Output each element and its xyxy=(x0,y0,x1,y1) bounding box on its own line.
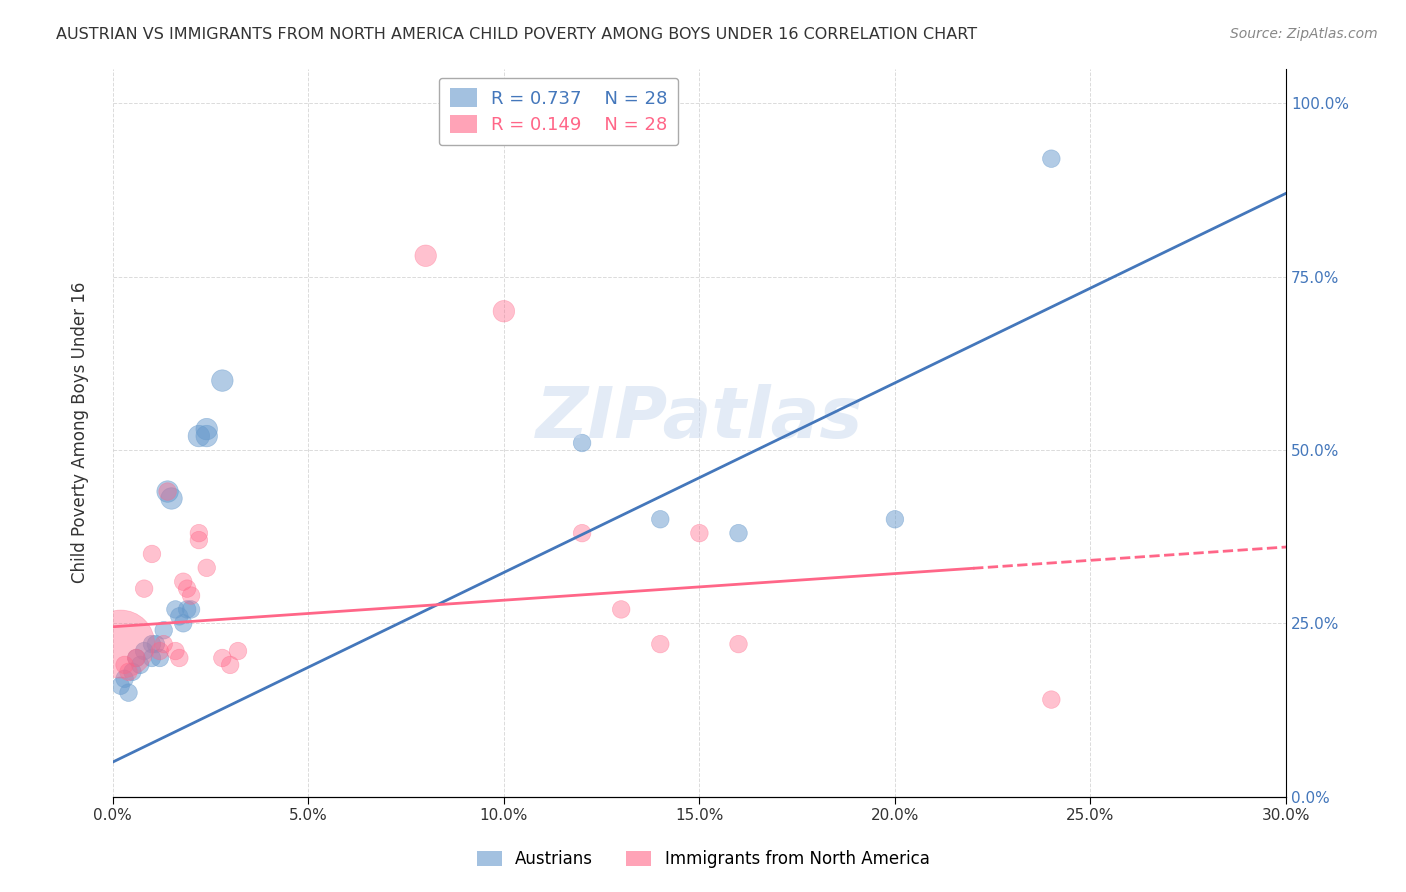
Point xyxy=(650,637,672,651)
Text: Source: ZipAtlas.com: Source: ZipAtlas.com xyxy=(1230,27,1378,41)
Point xyxy=(169,609,191,624)
Point xyxy=(141,651,163,665)
Point xyxy=(110,637,132,651)
Point xyxy=(125,651,148,665)
Point xyxy=(152,637,174,651)
Point xyxy=(141,637,163,651)
Point xyxy=(571,526,593,541)
Point xyxy=(169,651,191,665)
Point xyxy=(226,644,249,658)
Legend: Austrians, Immigrants from North America: Austrians, Immigrants from North America xyxy=(470,844,936,875)
Point xyxy=(156,484,179,499)
Point xyxy=(610,602,633,616)
Point xyxy=(688,526,710,541)
Point xyxy=(884,512,907,526)
Point xyxy=(492,304,515,318)
Point xyxy=(187,533,209,547)
Point xyxy=(176,602,198,616)
Point xyxy=(172,574,194,589)
Point xyxy=(172,616,194,631)
Point xyxy=(180,589,202,603)
Point xyxy=(195,561,218,575)
Point xyxy=(727,637,749,651)
Point xyxy=(211,374,233,388)
Point xyxy=(145,637,167,651)
Point xyxy=(195,422,218,436)
Point xyxy=(149,644,172,658)
Point xyxy=(149,651,172,665)
Point xyxy=(219,657,242,672)
Point xyxy=(415,249,437,263)
Point xyxy=(117,686,139,700)
Point xyxy=(110,679,132,693)
Point xyxy=(160,491,183,506)
Point xyxy=(141,547,163,561)
Point xyxy=(187,429,209,443)
Point xyxy=(165,602,187,616)
Point xyxy=(1040,152,1063,166)
Point xyxy=(650,512,672,526)
Text: AUSTRIAN VS IMMIGRANTS FROM NORTH AMERICA CHILD POVERTY AMONG BOYS UNDER 16 CORR: AUSTRIAN VS IMMIGRANTS FROM NORTH AMERIC… xyxy=(56,27,977,42)
Point xyxy=(727,526,749,541)
Point xyxy=(134,582,156,596)
Point xyxy=(571,436,593,450)
Point xyxy=(134,644,156,658)
Point xyxy=(121,665,143,679)
Point xyxy=(1040,692,1063,706)
Point xyxy=(180,602,202,616)
Point xyxy=(114,672,136,686)
Point xyxy=(125,651,148,665)
Text: ZIPatlas: ZIPatlas xyxy=(536,384,863,452)
Y-axis label: Child Poverty Among Boys Under 16: Child Poverty Among Boys Under 16 xyxy=(72,282,89,583)
Point xyxy=(114,657,136,672)
Point xyxy=(152,624,174,638)
Point xyxy=(129,657,152,672)
Point xyxy=(156,484,179,499)
Point xyxy=(195,429,218,443)
Point xyxy=(117,665,139,679)
Point xyxy=(211,651,233,665)
Legend: R = 0.737    N = 28, R = 0.149    N = 28: R = 0.737 N = 28, R = 0.149 N = 28 xyxy=(439,78,679,145)
Point xyxy=(165,644,187,658)
Point xyxy=(176,582,198,596)
Point xyxy=(187,526,209,541)
